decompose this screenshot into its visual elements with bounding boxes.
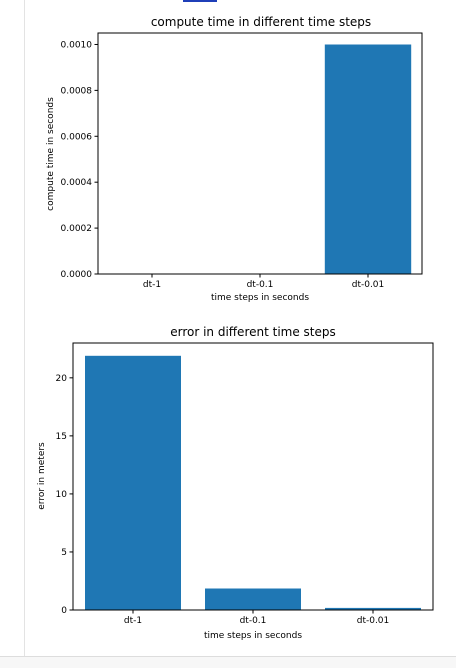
x-ticks: dt-1 dt-0.1 dt-0.01 (143, 274, 384, 290)
y-tick-label: 0 (61, 606, 67, 616)
x-axis-label: time steps in seconds (211, 293, 309, 303)
bar-dt-0.1 (205, 588, 301, 610)
y-tick-label: 0.0010 (61, 40, 93, 50)
y-axis-label: compute time in seconds (46, 97, 56, 211)
y-tick-label: 0.0000 (61, 270, 93, 280)
y-tick-label: 0.0002 (61, 224, 93, 234)
x-tick-label: dt-0.1 (247, 280, 274, 290)
page-bottom-rule (0, 656, 456, 657)
chart-title: compute time in different time steps (151, 15, 371, 29)
bar-group (324, 44, 412, 274)
bar-dt-0.01 (324, 44, 412, 274)
y-tick-label: 20 (56, 374, 68, 384)
y-axis-label: error in meters (37, 442, 47, 510)
y-tick-label: 0.0006 (61, 132, 93, 142)
x-tick-label: dt-1 (143, 280, 161, 290)
x-tick-label: dt-0.1 (240, 616, 267, 626)
y-ticks: 0.0000 0.0002 0.0004 0.0006 0.0008 0.0010 (61, 40, 98, 280)
y-tick-label: 0.0004 (61, 178, 93, 188)
bar-dt-0.01 (325, 607, 421, 610)
x-tick-label: dt-0.01 (352, 280, 385, 290)
y-tick-label: 10 (56, 490, 68, 500)
bar-group (85, 355, 421, 610)
bar-dt-1 (85, 355, 181, 610)
x-tick-label: dt-0.01 (357, 616, 390, 626)
chart-title: error in different time steps (170, 325, 336, 339)
y-tick-label: 5 (61, 548, 67, 558)
x-ticks: dt-1 dt-0.1 dt-0.01 (124, 610, 389, 626)
page-bottom-strip (0, 657, 456, 668)
cell-left-rule (24, 0, 25, 656)
y-tick-label: 15 (56, 432, 67, 442)
y-tick-label: 0.0008 (61, 86, 93, 96)
compute-time-chart: compute time in different time steps 0.0… (46, 15, 423, 303)
x-axis-label: time steps in seconds (204, 631, 302, 641)
x-tick-label: dt-1 (124, 616, 142, 626)
y-ticks: 0 5 10 15 20 (56, 374, 73, 616)
scroll-marker (183, 0, 217, 2)
